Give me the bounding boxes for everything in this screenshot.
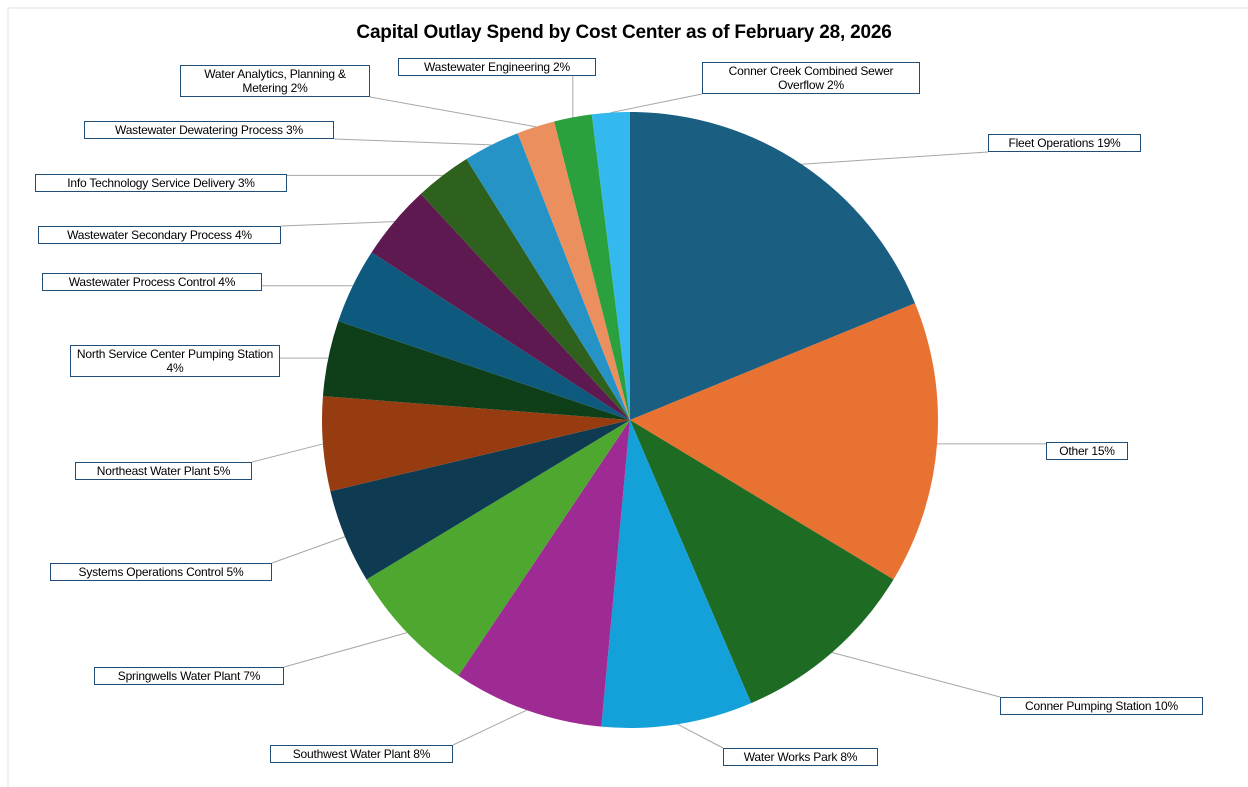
leader-line (283, 632, 408, 668)
slice-value: 3% (286, 123, 303, 137)
pie-slice (322, 321, 630, 420)
pie-slice (630, 112, 916, 420)
slice-name: Water Works Park (743, 750, 838, 764)
pie-slice (338, 252, 630, 420)
data-label: Info Technology Service Delivery 3% (35, 174, 287, 192)
slice-value: 10% (1154, 699, 1179, 713)
slice-value: 4% (166, 361, 184, 375)
data-label: Water Works Park 8% (723, 748, 878, 766)
slice-value: 2% (826, 78, 844, 92)
slice-value: 2% (553, 60, 570, 74)
slice-value: 7% (243, 669, 261, 683)
pie-slice (554, 114, 630, 420)
slice-name: Water Analytics, Planning & Metering (204, 67, 346, 95)
leader-line (251, 443, 324, 463)
chart-title: Capital Outlay Spend by Cost Center as o… (356, 22, 892, 43)
data-label: Systems Operations Control 5% (50, 563, 272, 581)
slice-name: Fleet Operations (1008, 136, 1094, 150)
data-label: Wastewater Process Control 4% (42, 273, 262, 291)
slice-name: Wastewater Process Control (68, 275, 216, 289)
slice-name: North Service Center Pumping Station (76, 347, 274, 361)
data-label: Other 15% (1046, 442, 1128, 460)
leader-line (831, 652, 1001, 698)
slice-name: Conner Creek Combined Sewer Overflow (728, 64, 894, 92)
leader-line (610, 93, 703, 114)
slice-value: 5% (213, 464, 231, 478)
data-label: Northeast Water Plant 5% (75, 462, 252, 480)
slice-value: 3% (237, 176, 255, 190)
leader-line (280, 221, 395, 227)
slice-name: Northeast Water Plant (96, 464, 211, 478)
data-label: Springwells Water Plant 7% (94, 667, 284, 685)
data-label: North Service Center Pumping Station 4% (70, 345, 280, 377)
leader-line (677, 723, 724, 749)
slice-name: Wastewater Dewatering Process (115, 123, 283, 137)
data-label: Southwest Water Plant 8% (270, 745, 453, 763)
data-label: Water Analytics, Planning & Metering 2% (180, 65, 370, 97)
pie-slice (591, 112, 630, 420)
slice-name: Wastewater Secondary Process (67, 228, 232, 242)
slice-name: Systems Operations Control (78, 565, 224, 579)
slice-name: Southwest Water Plant (292, 747, 411, 761)
data-label: Conner Pumping Station 10% (1000, 697, 1203, 715)
slice-name: Other (1059, 444, 1089, 458)
slice-value: 4% (234, 228, 252, 242)
slice-value: 15% (1091, 444, 1115, 458)
slice-value: 8% (840, 750, 858, 764)
pie-slice (366, 420, 630, 676)
pie-slice (466, 133, 630, 420)
data-label: Conner Creek Combined Sewer Overflow 2% (702, 62, 920, 94)
pie-slice (630, 303, 938, 580)
pie-slice (330, 420, 630, 580)
pie-slice (601, 420, 752, 728)
slice-value: 2% (290, 81, 308, 95)
pie-slice (371, 193, 630, 420)
leader-line (333, 138, 492, 146)
pie-slice (517, 121, 630, 421)
data-label: Fleet Operations 19% (988, 134, 1141, 152)
leader-line (452, 709, 527, 746)
slice-name: Springwells Water Plant (117, 669, 241, 683)
pie-slice (630, 420, 894, 704)
data-label: Wastewater Secondary Process 4% (38, 226, 281, 244)
slice-name: Info Technology Service Delivery (67, 176, 235, 190)
slice-value: 5% (226, 565, 244, 579)
slice-value: 8% (413, 747, 431, 761)
pie-slice (420, 159, 630, 420)
leader-line (271, 536, 346, 564)
slice-name: Wastewater Engineering (424, 60, 550, 74)
leader-line (369, 96, 536, 128)
slice-value: 4% (218, 275, 236, 289)
slice-name: Conner Pumping Station (1025, 699, 1152, 713)
pie-slice (322, 396, 630, 492)
pie-slice (458, 420, 630, 727)
data-label: Wastewater Dewatering Process 3% (84, 121, 334, 139)
leader-line (801, 151, 989, 165)
slice-value: 19% (1097, 136, 1121, 150)
data-label: Wastewater Engineering 2% (398, 58, 596, 76)
